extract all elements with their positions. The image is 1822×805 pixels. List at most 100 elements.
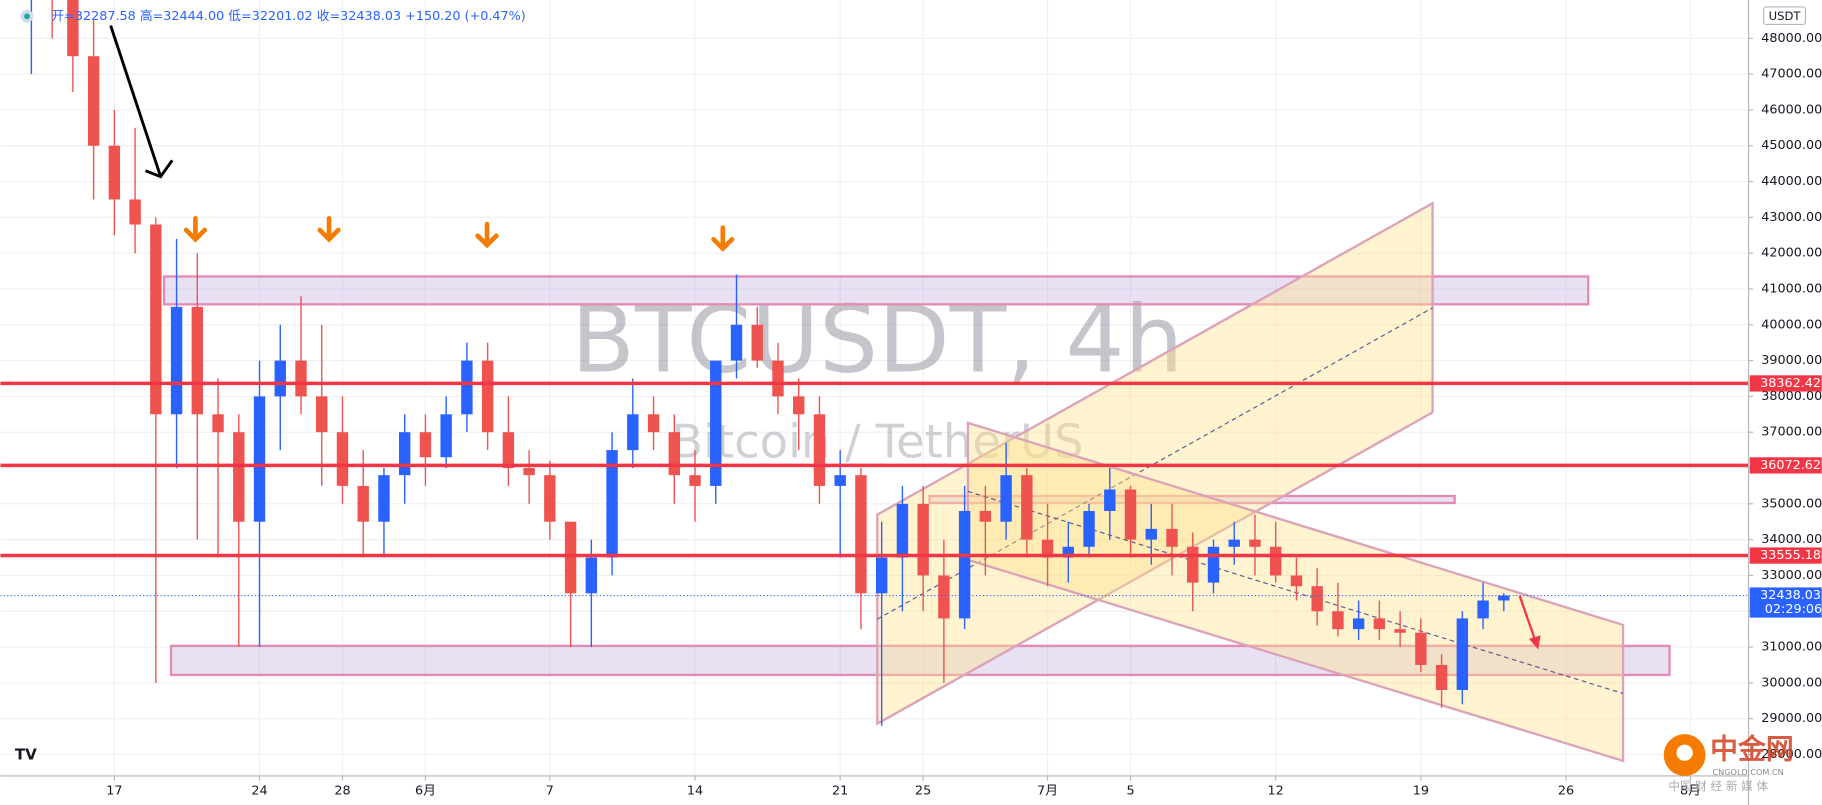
- candle-body: [1498, 595, 1510, 601]
- x-tick-label: 7: [546, 784, 554, 799]
- y-tick-label: 42000.00: [1761, 246, 1822, 261]
- forecast-arrow-head: [1528, 635, 1541, 650]
- down-marker: [711, 225, 735, 252]
- y-tick-label: 45000.00: [1761, 138, 1822, 153]
- candle-body: [896, 503, 909, 558]
- candle-body: [129, 199, 141, 225]
- candle-body: [710, 360, 722, 486]
- candle-body: [1166, 528, 1178, 547]
- candle-body: [813, 414, 826, 486]
- y-tick-label: 30000.00: [1761, 675, 1822, 690]
- candle-body: [1477, 600, 1489, 619]
- price-line-label: 33555.18: [1760, 548, 1821, 563]
- trend-arrow: [109, 25, 162, 178]
- status-dot: [20, 9, 34, 23]
- candle-body: [1415, 632, 1427, 665]
- x-tick-label: 17: [106, 784, 122, 799]
- y-tick-label: 31000.00: [1761, 640, 1822, 655]
- candle-body: [1352, 618, 1365, 630]
- currency-label[interactable]: USDT: [1769, 9, 1802, 23]
- candle-body: [855, 475, 867, 594]
- tv-logo[interactable]: TV: [15, 746, 37, 764]
- candle-body: [689, 475, 701, 486]
- candle-body: [1373, 618, 1386, 630]
- candle-body: [357, 485, 369, 522]
- candle-body: [564, 521, 577, 594]
- y-tick-label: 33000.00: [1761, 568, 1822, 583]
- x-tick-label: 21: [832, 784, 848, 799]
- candle-body: [1021, 475, 1033, 540]
- candle-body: [917, 503, 929, 576]
- candle-body: [440, 414, 452, 458]
- candle-body: [108, 145, 121, 200]
- candle-body: [1311, 586, 1323, 612]
- candle-body: [730, 324, 743, 361]
- currency-button[interactable]: [1763, 6, 1807, 25]
- candle-body: [1249, 539, 1261, 547]
- candle-body: [1290, 575, 1303, 587]
- x-tick-label: 14: [687, 784, 703, 799]
- logo-slogan: 中国 财 经 新 媒 体: [1668, 779, 1768, 793]
- candle-body: [1145, 528, 1157, 540]
- candle-body: [1332, 611, 1344, 630]
- y-tick-label: 40000.00: [1761, 317, 1822, 332]
- x-tick-label: 24: [251, 784, 267, 799]
- candle-body: [336, 432, 349, 486]
- ohlc-legend: 开=32287.58 高=32444.00 低=32201.02 收=32438…: [51, 8, 525, 24]
- candle-body: [378, 475, 390, 522]
- candle-body: [419, 432, 432, 458]
- down-marker: [475, 221, 499, 249]
- candle-body: [834, 475, 846, 486]
- countdown-label: 02:29:06: [1765, 602, 1822, 617]
- candle-body: [1104, 489, 1116, 511]
- y-tick-label: 35000.00: [1761, 496, 1822, 511]
- candle-body: [585, 557, 598, 594]
- price-axis: [1748, 0, 1822, 805]
- y-tick-label: 43000.00: [1761, 210, 1822, 225]
- resistance-zone: [162, 275, 1590, 306]
- candle-body: [150, 224, 162, 415]
- candle-body: [979, 510, 992, 522]
- x-tick-label: 6月: [415, 784, 436, 799]
- y-tick-label: 38000.00: [1761, 389, 1822, 404]
- channel-median: [967, 490, 1624, 695]
- candle-body: [751, 324, 763, 361]
- time-axis: [0, 775, 1749, 805]
- x-tick-label: 26: [1558, 784, 1574, 799]
- y-tick-label: 37000.00: [1761, 425, 1822, 440]
- trend-arrow-head: [144, 159, 174, 179]
- candle-body: [793, 396, 805, 415]
- x-tick-label: 12: [1268, 784, 1284, 799]
- candle-body: [1207, 546, 1220, 583]
- logo-brand: 中金网: [1710, 732, 1794, 765]
- y-tick-label: 41000.00: [1761, 281, 1822, 296]
- price-line-label: 36072.62: [1760, 458, 1821, 473]
- candle-body: [668, 432, 680, 476]
- y-tick-label: 28000.00: [1761, 747, 1822, 762]
- candle-body: [170, 306, 183, 415]
- x-tick-label: 19: [1413, 784, 1429, 799]
- candle-body: [316, 396, 328, 433]
- candle-body: [1041, 539, 1054, 558]
- candle-body: [1062, 546, 1075, 558]
- price-line-tag: [1749, 547, 1822, 564]
- candle-body: [295, 360, 307, 397]
- x-tick-label: 25: [915, 784, 931, 799]
- y-tick-label: 47000.00: [1761, 67, 1822, 82]
- candle-body: [1394, 629, 1406, 633]
- candle-body: [233, 432, 245, 522]
- candle-body: [253, 396, 266, 522]
- y-tick-label: 48000.00: [1761, 31, 1822, 46]
- candle-body: [627, 414, 639, 451]
- candle-body: [938, 575, 950, 619]
- candle-body: [772, 360, 784, 397]
- candle-body: [274, 360, 286, 397]
- candle-body: [1456, 618, 1469, 691]
- y-tick-label: 44000.00: [1761, 174, 1822, 189]
- candle-body: [502, 432, 515, 469]
- down-marker: [183, 216, 208, 243]
- candle-body: [191, 306, 204, 415]
